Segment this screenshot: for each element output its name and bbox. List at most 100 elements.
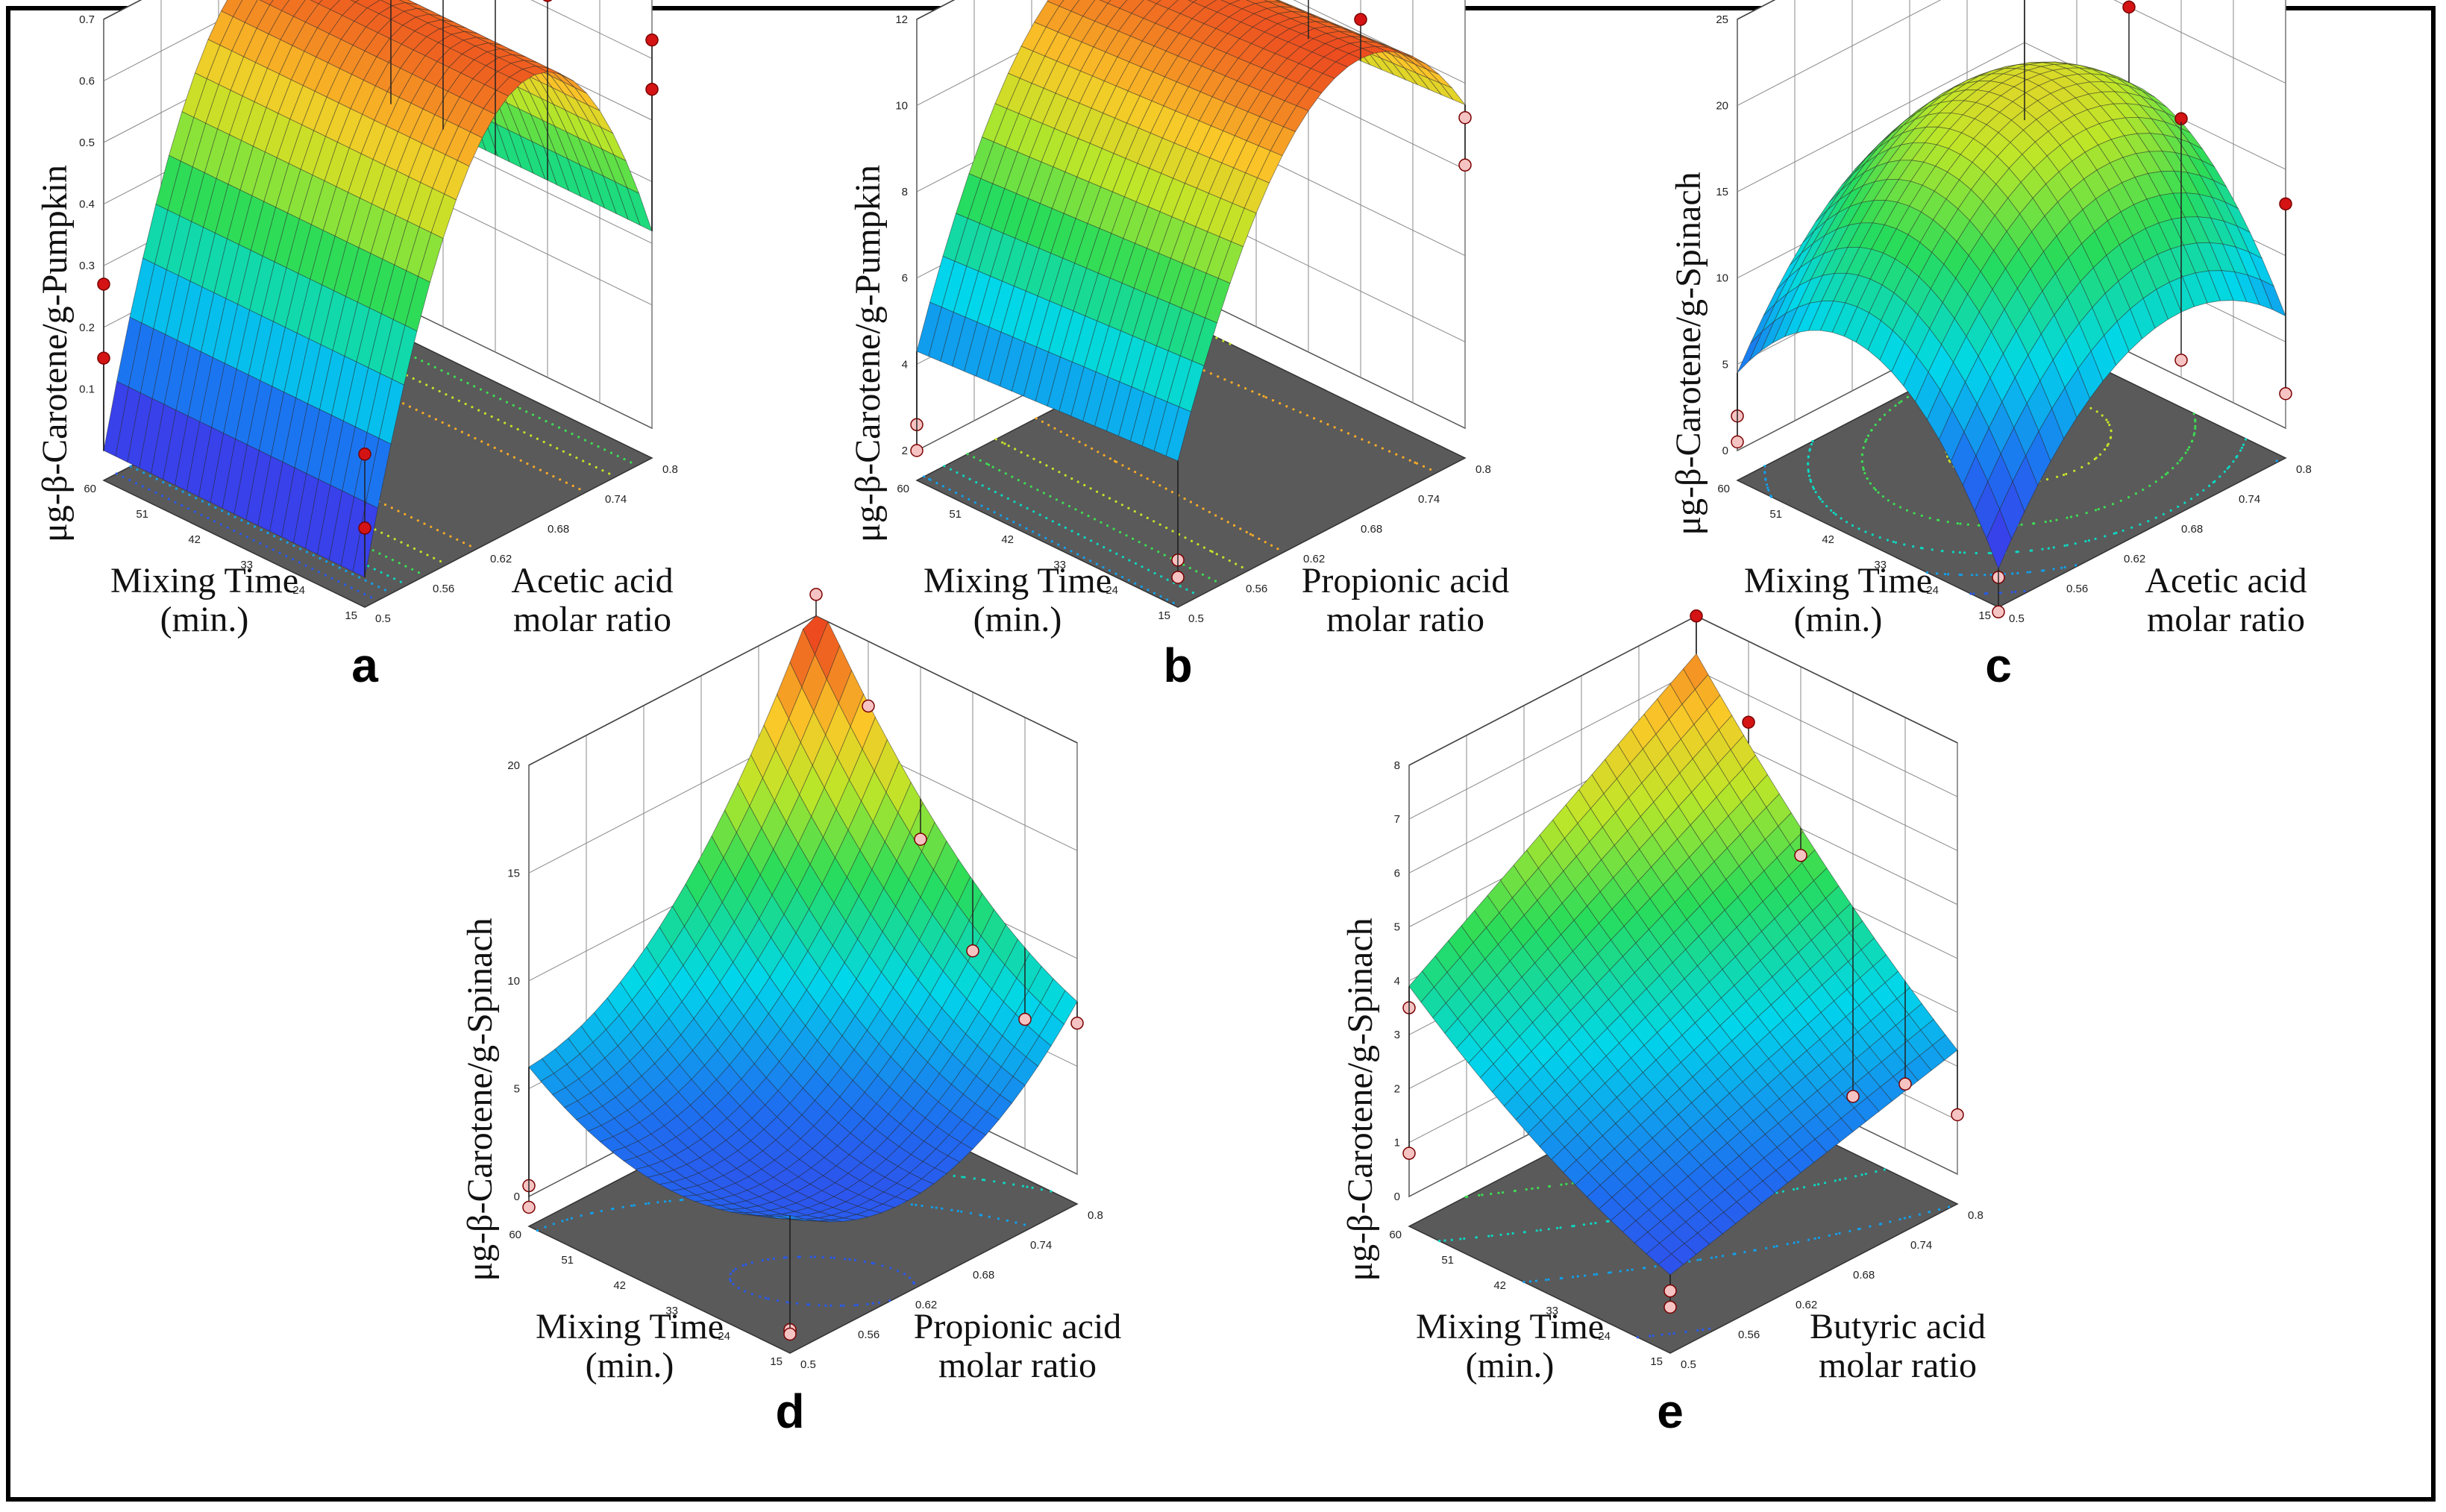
contour-dot: [988, 1215, 991, 1218]
contour-dot: [1121, 464, 1124, 467]
contour-dot: [973, 1177, 976, 1180]
design-point: [645, 33, 659, 47]
design-point: [966, 944, 979, 958]
contour-dot: [1631, 1268, 1634, 1271]
contour-dot: [962, 474, 965, 477]
contour-dot: [266, 531, 269, 535]
y-axis-title: Butyric acid: [1810, 1307, 1986, 1346]
contour-dot: [1688, 1260, 1691, 1263]
contour-dot: [1596, 1273, 1599, 1276]
contour-dot: [1875, 1170, 1878, 1173]
contour-dot: [1984, 574, 1986, 577]
contour-dot: [1018, 524, 1021, 527]
contour-dot: [1654, 1265, 1657, 1268]
contour-dot: [1080, 511, 1084, 514]
contour-dot: [2028, 571, 2032, 574]
contour-dot: [1936, 572, 1939, 575]
contour-dot: [1374, 444, 1377, 447]
contour-dot: [630, 461, 633, 464]
contour-dot: [1511, 1232, 1514, 1235]
y-axis-title: Acetic acid: [511, 561, 673, 600]
contour-dot: [298, 561, 301, 564]
contour-dot: [577, 436, 580, 439]
contour-dot: [239, 533, 242, 536]
contour-dot: [414, 357, 417, 360]
contour-dot: [1860, 454, 1863, 457]
contour-dot: [1103, 454, 1106, 457]
contour-dot: [1220, 517, 1223, 521]
contour-dot: [1041, 420, 1044, 423]
z-tick-label: 0: [514, 1191, 520, 1203]
z-tick-label: 3: [1394, 1029, 1400, 1041]
contour-dot: [2196, 493, 2199, 496]
contour-dot: [1038, 513, 1041, 516]
contour-dot: [1796, 1240, 1799, 1243]
contour-dot: [1047, 424, 1050, 427]
contour-dot: [1813, 487, 1816, 490]
x-tick-label: 51: [1441, 1254, 1454, 1267]
contour-dot: [1333, 426, 1336, 429]
plot-svg: 0.1 0.2 0.3 0.4 0.5 0.6 0.7 15 24 33 42 51 60 0.5 0.56…: [35, 0, 678, 692]
contour-dot: [312, 553, 315, 556]
contour-dot: [732, 1270, 735, 1273]
contour-dot: [486, 443, 490, 446]
contour-dot: [997, 1217, 1000, 1220]
contour-dot: [2047, 547, 2050, 550]
contour-dot: [647, 1202, 650, 1205]
contour-dot: [2063, 544, 2066, 548]
contour-dot: [1887, 499, 1890, 502]
contour-dot: [1019, 504, 1023, 506]
design-point: [783, 1327, 797, 1341]
contour-dot: [551, 423, 554, 426]
contour-dot: [1525, 1188, 1528, 1191]
contour-dot: [471, 406, 474, 409]
contour-dot: [279, 538, 282, 541]
contour-dot: [1361, 438, 1364, 441]
contour-dot: [552, 1223, 555, 1226]
contour-dot: [1793, 1188, 1796, 1191]
contour-dot: [571, 484, 574, 488]
contour-dot: [2105, 418, 2108, 421]
contour-dot: [1211, 550, 1214, 553]
contour-dot: [1179, 585, 1182, 588]
contour-dot: [272, 548, 275, 551]
contour-dot: [447, 372, 450, 375]
contour-dot: [1943, 573, 1947, 576]
contour-dot: [2066, 544, 2069, 547]
contour-dot: [1202, 369, 1205, 372]
contour-dot: [871, 1302, 874, 1305]
contour-dot: [445, 393, 448, 396]
z-tick-label: 0.3: [79, 260, 95, 272]
contour-dot: [1059, 430, 1062, 433]
contour-dot: [1989, 573, 1992, 577]
x-axis-title: Mixing Time: [110, 561, 298, 600]
contour-dot: [1878, 418, 1882, 421]
contour-dot: [1987, 551, 1990, 555]
contour-dot: [1958, 551, 1961, 554]
contour-dot: [1900, 400, 1903, 403]
contour-dot: [464, 402, 467, 406]
contour-dot: [1108, 569, 1111, 572]
contour-dot: [2107, 421, 2110, 424]
contour-dot: [122, 475, 125, 478]
y-axis-title: molar ratio: [1819, 1346, 1977, 1385]
contour-dot: [380, 531, 383, 534]
contour-dot: [479, 388, 483, 391]
contour-dot: [1217, 375, 1220, 378]
contour-dot: [1878, 536, 1881, 539]
contour-dot: [2098, 453, 2101, 456]
y-tick-label: 0.62: [2124, 553, 2145, 565]
contour-dot: [818, 1304, 821, 1307]
contour-dot: [1083, 536, 1086, 539]
contour-dot: [761, 1259, 764, 1262]
contour-dot: [1147, 589, 1150, 592]
contour-dot: [1905, 509, 1909, 512]
contour-dot: [767, 1258, 770, 1261]
contour-dot: [1702, 1329, 1705, 1331]
contour-dot: [1182, 563, 1185, 566]
contour-dot: [1986, 592, 1989, 595]
contour-dot: [856, 1303, 859, 1307]
contour-dot: [457, 399, 461, 402]
contour-dot: [1235, 562, 1238, 565]
contour-dot: [1763, 471, 1766, 474]
